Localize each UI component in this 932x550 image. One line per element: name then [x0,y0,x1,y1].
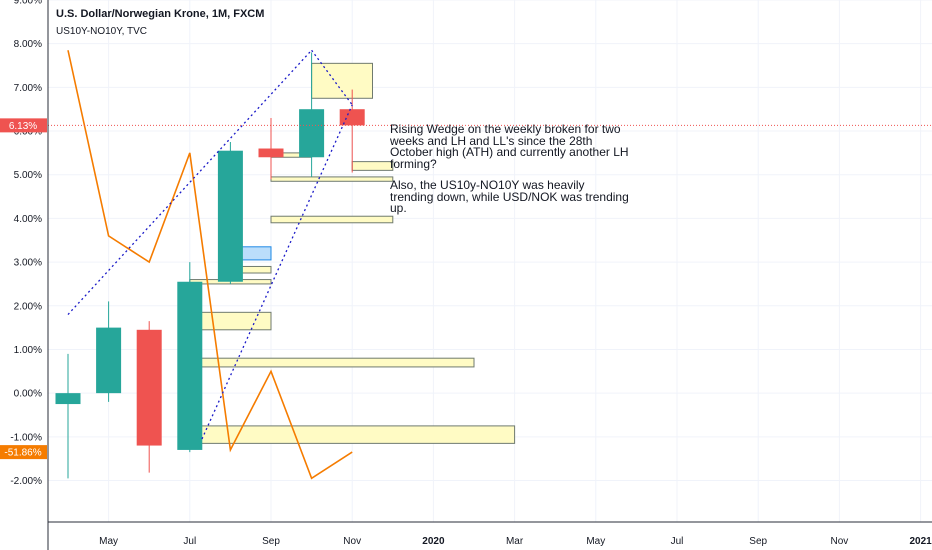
y-tick-label: 8.00% [14,39,42,50]
spread-badge-label: -51.86% [4,448,41,459]
y-tick-label: 1.00% [14,345,42,356]
x-tick-label: May [99,536,118,547]
x-tick-label: Jul [671,536,684,547]
x-tick-label: Jul [183,536,196,547]
x-tick-label: Sep [262,536,280,547]
x-tick-label: May [586,536,605,547]
y-tick-label: -1.00% [10,432,42,443]
y-tick-label: 9.00% [14,0,42,7]
zone-box [351,161,394,171]
x-tick-label: 2020 [422,536,445,547]
candle-body [258,148,284,158]
y-tick-label: 7.00% [14,83,42,94]
y-tick-label: 4.00% [14,214,42,225]
annotation-paragraph-1: Rising Wedge on the weekly broken for tw… [390,122,629,171]
y-tick-label: 5.00% [14,170,42,181]
spread-badge [0,445,47,460]
y-tick-label: 3.00% [14,258,42,269]
zone-box [189,357,475,368]
y-tick-label: 0.00% [14,389,42,400]
candle-body [177,281,203,450]
chart-title: U.S. Dollar/Norwegian Krone, 1M, FXCM [56,8,265,20]
candle-body [339,109,365,126]
wedge-line [201,104,353,440]
axes: -2.00% -1.00% 0.00% 1.00% 2.00% 3.00% 4.00% 5.0… [10,0,932,550]
x-tick-label: Sep [749,536,767,547]
candle-body [55,393,81,405]
candles [55,52,365,479]
y-tick-label: 2.00% [14,301,42,312]
price-badge [0,118,47,133]
zone-box [270,176,394,182]
candle-body [217,150,243,282]
x-tick-label: Mar [506,536,524,547]
price-badges: 6.13% -51.86% [0,118,47,460]
spread-line [67,50,353,480]
wedge-line [311,49,353,106]
chart-subtitle: US10Y-NO10Y, TVC [56,26,147,37]
annotation-paragraph-2: Also, the US10y-NO10Y was heavily trendi… [390,178,629,215]
chart-header: U.S. Dollar/Norwegian Krone, 1M, FXCM US… [56,8,264,37]
x-tick-label: 2021 [909,536,932,547]
candle-body [96,327,122,394]
x-tick-label: Nov [343,536,361,547]
rising-wedge-lines [67,49,353,440]
spread-series-line [67,50,353,480]
zone-box [270,215,394,224]
price-badge-label: 6.13% [9,121,37,132]
candle-body [136,329,162,446]
zone-box [311,62,374,99]
annotation-note: Rising Wedge on the weekly broken for tw… [390,122,630,225]
x-tick-label: Nov [831,536,849,547]
candle-body [299,109,325,158]
y-tick-label: -2.00% [10,476,42,487]
